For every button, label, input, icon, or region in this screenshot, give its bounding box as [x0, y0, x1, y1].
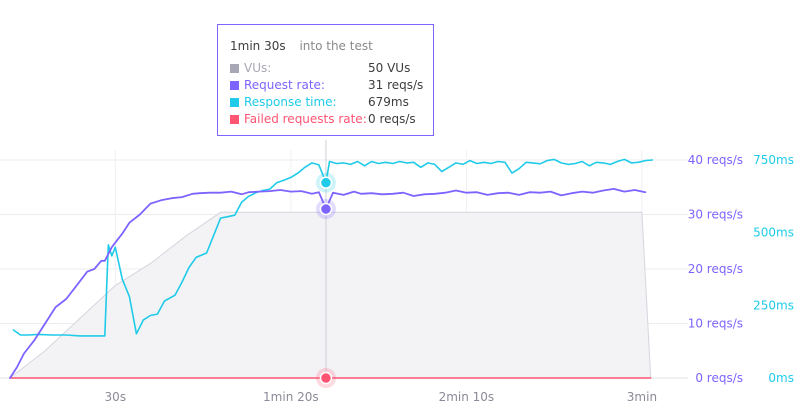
cursor-marker-request-rate — [315, 199, 336, 220]
tooltip-label-failed-requests: Failed requests rate: — [244, 112, 367, 126]
response-time-legend-swatch — [230, 98, 239, 107]
tooltip-value-response-time: 679ms — [368, 95, 409, 109]
tooltip-row-failed-requests: Failed requests rate: 0 reqs/s — [230, 111, 433, 128]
chart-series — [9, 158, 654, 379]
tooltip-time-suffix: into the test — [299, 39, 373, 53]
series-response-time-line — [12, 158, 654, 337]
y-right-tick-label: 0ms — [768, 371, 794, 385]
series-vus-area — [10, 212, 651, 378]
y-right-tick-label: 750ms — [753, 153, 794, 167]
tooltip-time: 1min 30s — [230, 39, 286, 53]
tooltip-value-failed-requests: 0 reqs/s — [368, 112, 416, 126]
y-left-tick-label: 20 reqs/s — [688, 262, 743, 276]
tooltip-row-vus: VUs: 50 VUs — [230, 60, 433, 77]
tooltip-label-vus: VUs: — [244, 61, 272, 75]
x-axis: 30s 1min 20s 2min 10s 3min — [105, 390, 657, 404]
tooltip-label-request-rate: Request rate: — [244, 78, 325, 92]
x-tick-label: 1min 20s — [263, 390, 319, 404]
tooltip-row-response-time: Response time: 679ms — [230, 94, 433, 111]
request-rate-legend-swatch — [230, 81, 239, 90]
failed-requests-legend-swatch — [230, 115, 239, 124]
tooltip-label-response-time: Response time: — [244, 95, 337, 109]
cursor-marker-response-time — [315, 172, 336, 193]
chart-cursor[interactable] — [315, 140, 336, 388]
tooltip-value-vus: 50 VUs — [368, 61, 411, 75]
marker-dot — [319, 202, 333, 216]
marker-dot — [319, 176, 333, 189]
x-tick-label: 3min — [627, 390, 657, 404]
y-right-tick-label: 250ms — [753, 298, 794, 312]
tooltip-header: 1min 30s into the test — [230, 38, 433, 58]
y-right-tick-label: 500ms — [753, 226, 794, 240]
y-left-tick-label: 40 reqs/s — [688, 153, 743, 167]
vus-legend-swatch — [230, 64, 239, 73]
cursor-marker-failed-requests — [315, 368, 336, 388]
y-left-tick-label: 0 reqs/s — [695, 371, 743, 385]
series-request-rate-line — [9, 188, 647, 379]
y-axis-right: 0ms 250ms 500ms 750ms — [753, 153, 794, 385]
tooltip-value-request-rate: 31 reqs/s — [368, 78, 424, 92]
chart-tooltip: 1min 30s into the test VUs: 50 VUs Reque… — [217, 24, 434, 136]
marker-dot — [319, 371, 333, 385]
y-left-tick-label: 10 reqs/s — [688, 317, 743, 331]
tooltip-row-request-rate: Request rate: 31 reqs/s — [230, 77, 433, 94]
x-tick-label: 2min 10s — [439, 390, 495, 404]
y-left-tick-label: 30 reqs/s — [688, 208, 743, 222]
x-tick-label: 30s — [105, 390, 127, 404]
y-axis-left: 0 reqs/s 10 reqs/s 20 reqs/s 30 reqs/s 40 re… — [688, 153, 743, 385]
